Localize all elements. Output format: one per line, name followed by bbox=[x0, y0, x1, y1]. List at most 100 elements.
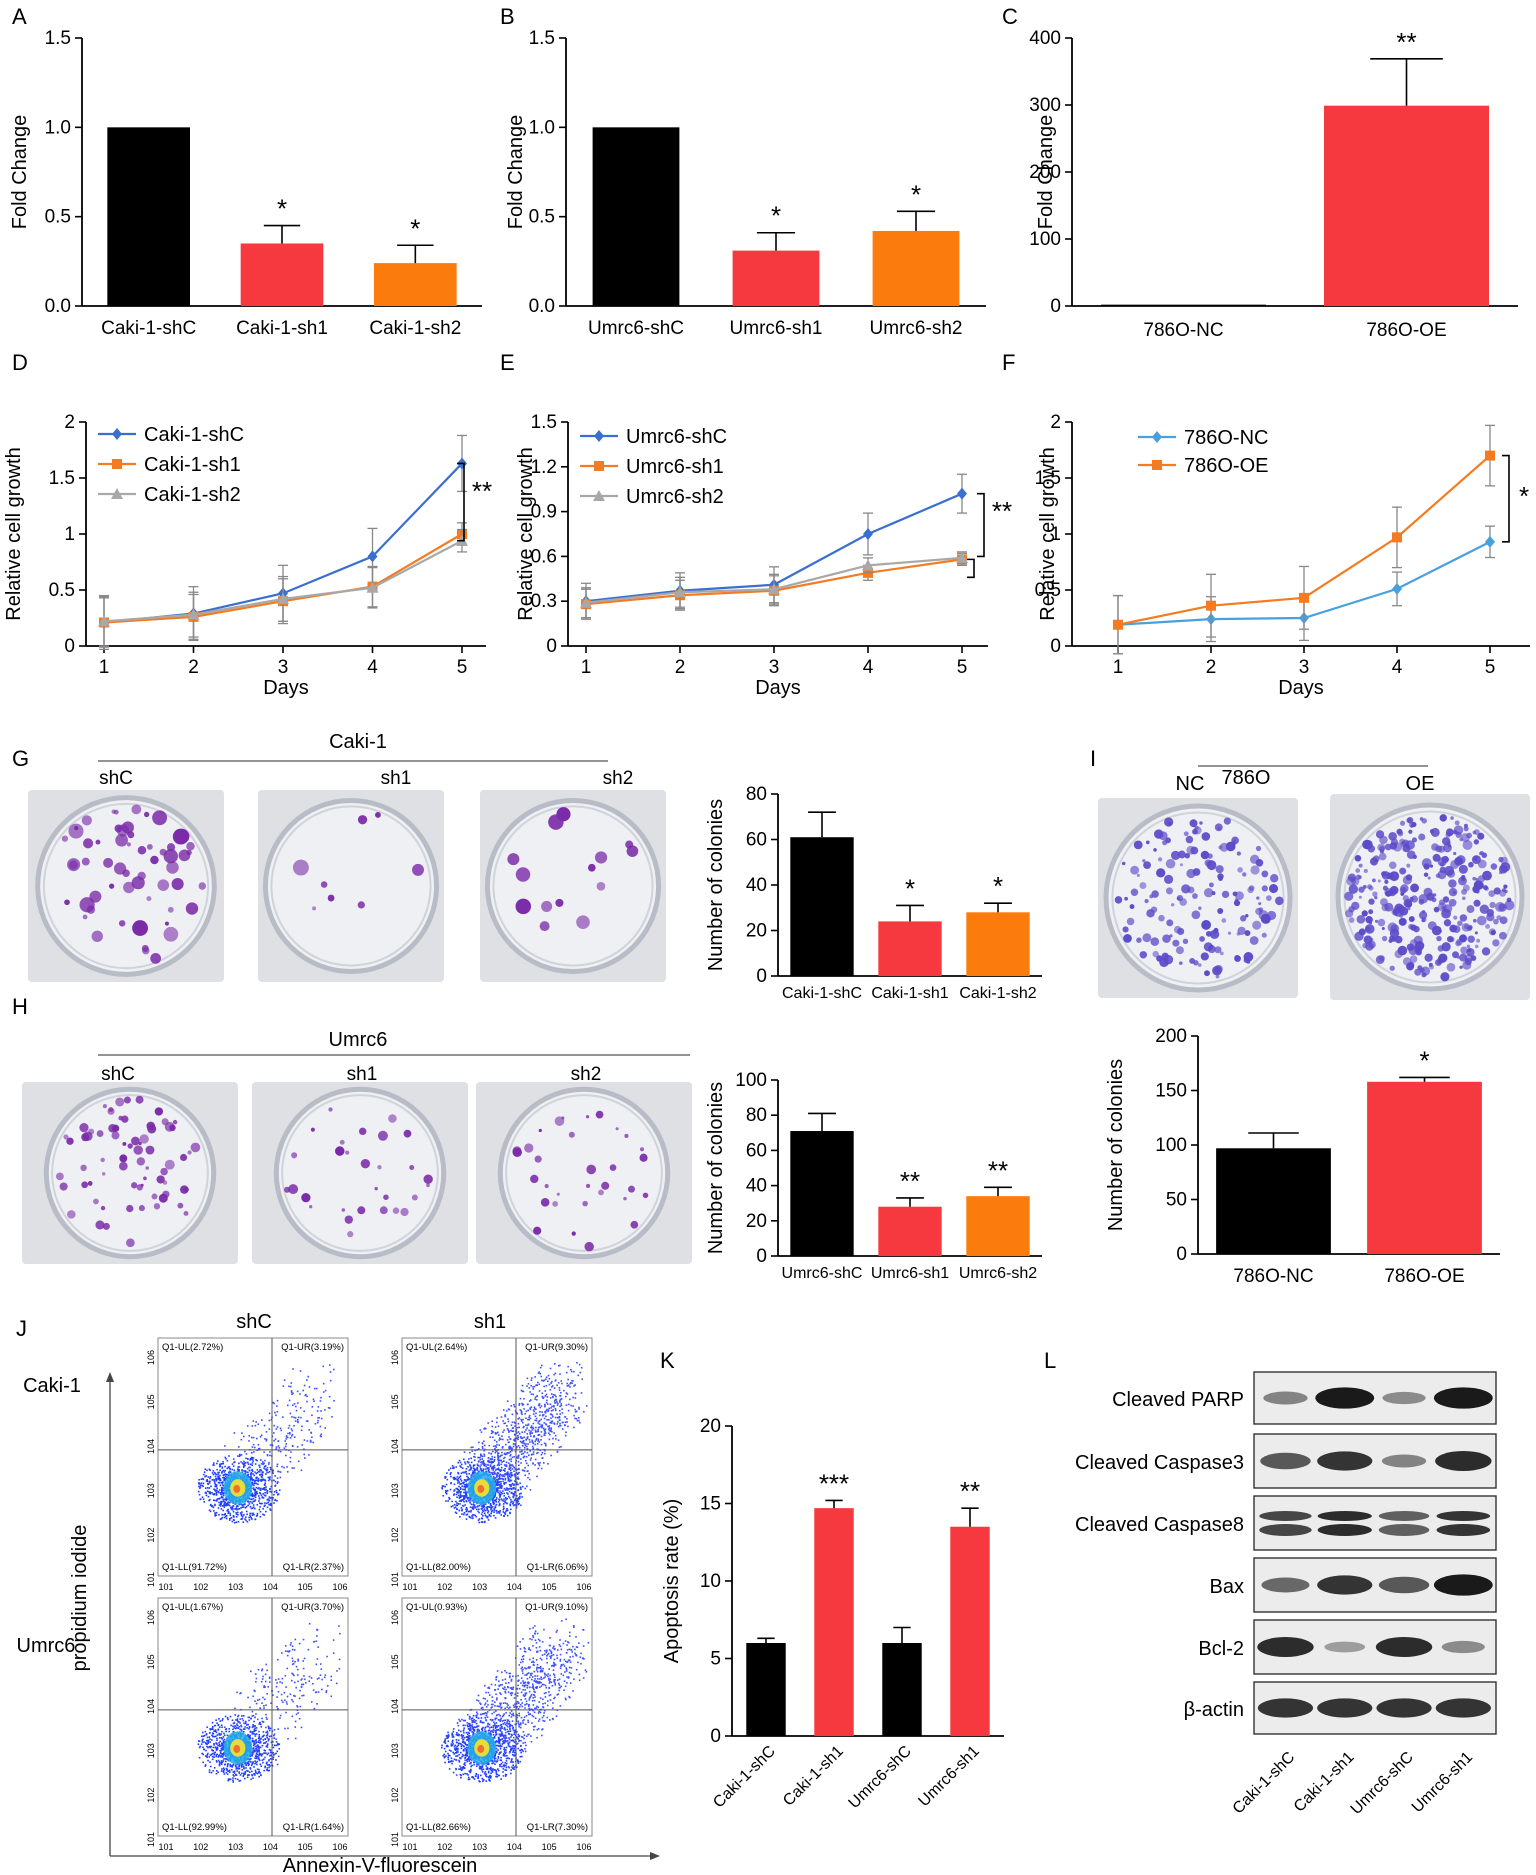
y-tick-label: 0.3 bbox=[531, 591, 557, 612]
colony bbox=[1459, 953, 1468, 962]
event-dot bbox=[545, 1409, 548, 1412]
event-dot bbox=[207, 1482, 209, 1485]
event-dot bbox=[493, 1499, 496, 1502]
event-dot bbox=[537, 1462, 539, 1464]
event-dot bbox=[244, 1462, 247, 1464]
event-dot bbox=[223, 1516, 226, 1519]
colony bbox=[1209, 929, 1220, 940]
colony bbox=[1448, 887, 1458, 897]
event-dot bbox=[530, 1454, 533, 1456]
colony-well-OE bbox=[1330, 794, 1530, 1000]
event-dot bbox=[306, 1400, 308, 1403]
event-dot bbox=[240, 1513, 243, 1516]
event-dot bbox=[466, 1479, 469, 1481]
event-dot bbox=[269, 1478, 271, 1481]
event-dot bbox=[238, 1455, 241, 1458]
event-dot bbox=[214, 1478, 217, 1480]
data-point bbox=[956, 551, 968, 563]
x-tick-label: 2 bbox=[1206, 657, 1217, 678]
event-dot bbox=[557, 1382, 560, 1384]
event-dot bbox=[509, 1453, 512, 1456]
event-dot bbox=[217, 1475, 220, 1478]
event-dot bbox=[460, 1495, 462, 1498]
event-dot bbox=[220, 1481, 222, 1484]
event-dot bbox=[463, 1488, 466, 1491]
y-axis-label: Apoptosis rate (%) bbox=[661, 1499, 683, 1664]
event-dot bbox=[569, 1398, 571, 1401]
event-dot bbox=[496, 1452, 499, 1454]
event-dot bbox=[250, 1473, 252, 1476]
event-dot bbox=[273, 1493, 275, 1496]
event-dot bbox=[507, 1429, 509, 1431]
event-dot bbox=[472, 1470, 474, 1472]
event-dot bbox=[277, 1450, 280, 1452]
y-tick-label: 60 bbox=[746, 1140, 767, 1161]
event-dot bbox=[455, 1487, 458, 1490]
colony bbox=[1402, 895, 1410, 902]
event-dot bbox=[455, 1466, 458, 1468]
colony bbox=[534, 1155, 542, 1163]
event-dot bbox=[508, 1430, 510, 1433]
event-dot bbox=[225, 1499, 228, 1502]
event-dot bbox=[479, 1456, 481, 1459]
colony bbox=[1387, 922, 1398, 933]
event-dot bbox=[542, 1380, 545, 1382]
x-tick-label: Caki-1-sh2 bbox=[959, 985, 1036, 1002]
event-dot bbox=[215, 1473, 218, 1476]
event-dot bbox=[222, 1460, 224, 1463]
colony bbox=[1374, 895, 1378, 900]
colony bbox=[1432, 853, 1441, 862]
event-dot bbox=[510, 1487, 512, 1490]
event-dot bbox=[491, 1468, 494, 1471]
event-dot bbox=[516, 1499, 519, 1502]
event-dot bbox=[496, 1421, 498, 1424]
colony bbox=[1142, 933, 1152, 943]
event-dot bbox=[498, 1476, 501, 1479]
event-dot bbox=[277, 1445, 280, 1447]
event-dot bbox=[494, 1491, 497, 1494]
event-dot bbox=[547, 1425, 549, 1428]
event-dot bbox=[267, 1498, 269, 1500]
colony bbox=[1466, 925, 1472, 931]
colony bbox=[198, 882, 207, 890]
colony bbox=[132, 920, 148, 937]
bar-caki-1-shc bbox=[107, 127, 190, 306]
event-dot bbox=[538, 1423, 541, 1425]
event-dot bbox=[509, 1463, 511, 1466]
event-dot bbox=[507, 1488, 510, 1490]
event-dot bbox=[198, 1483, 200, 1485]
colony bbox=[1454, 820, 1460, 826]
event-dot bbox=[503, 1464, 506, 1466]
colony bbox=[167, 906, 174, 913]
event-dot bbox=[258, 1500, 260, 1502]
colony bbox=[377, 1165, 382, 1170]
x-tick-label: 4 bbox=[863, 657, 874, 678]
event-dot bbox=[289, 1437, 292, 1439]
data-point bbox=[187, 608, 200, 620]
event-dot bbox=[556, 1413, 558, 1415]
event-dot bbox=[277, 1470, 279, 1473]
event-dot bbox=[564, 1395, 567, 1398]
event-dot bbox=[265, 1510, 267, 1513]
event-dot bbox=[230, 1506, 232, 1509]
event-dot bbox=[289, 1431, 291, 1434]
event-dot bbox=[565, 1392, 568, 1394]
event-dot bbox=[220, 1517, 223, 1520]
event-dot bbox=[228, 1470, 231, 1473]
event-dot bbox=[517, 1489, 520, 1491]
event-dot bbox=[221, 1470, 223, 1473]
event-dot bbox=[240, 1514, 243, 1517]
event-dot bbox=[251, 1512, 253, 1515]
event-dot bbox=[520, 1389, 523, 1392]
colony bbox=[63, 1134, 69, 1140]
event-dot bbox=[499, 1485, 502, 1488]
event-dot bbox=[212, 1493, 214, 1496]
event-dot bbox=[213, 1471, 216, 1474]
event-dot bbox=[497, 1484, 499, 1486]
bar-caki-1-sh2 bbox=[966, 912, 1030, 976]
event-dot bbox=[289, 1385, 292, 1388]
event-dot bbox=[260, 1487, 262, 1490]
y-tick-label: 2 bbox=[1050, 412, 1061, 433]
colony bbox=[1211, 891, 1216, 896]
event-dot bbox=[468, 1458, 470, 1460]
